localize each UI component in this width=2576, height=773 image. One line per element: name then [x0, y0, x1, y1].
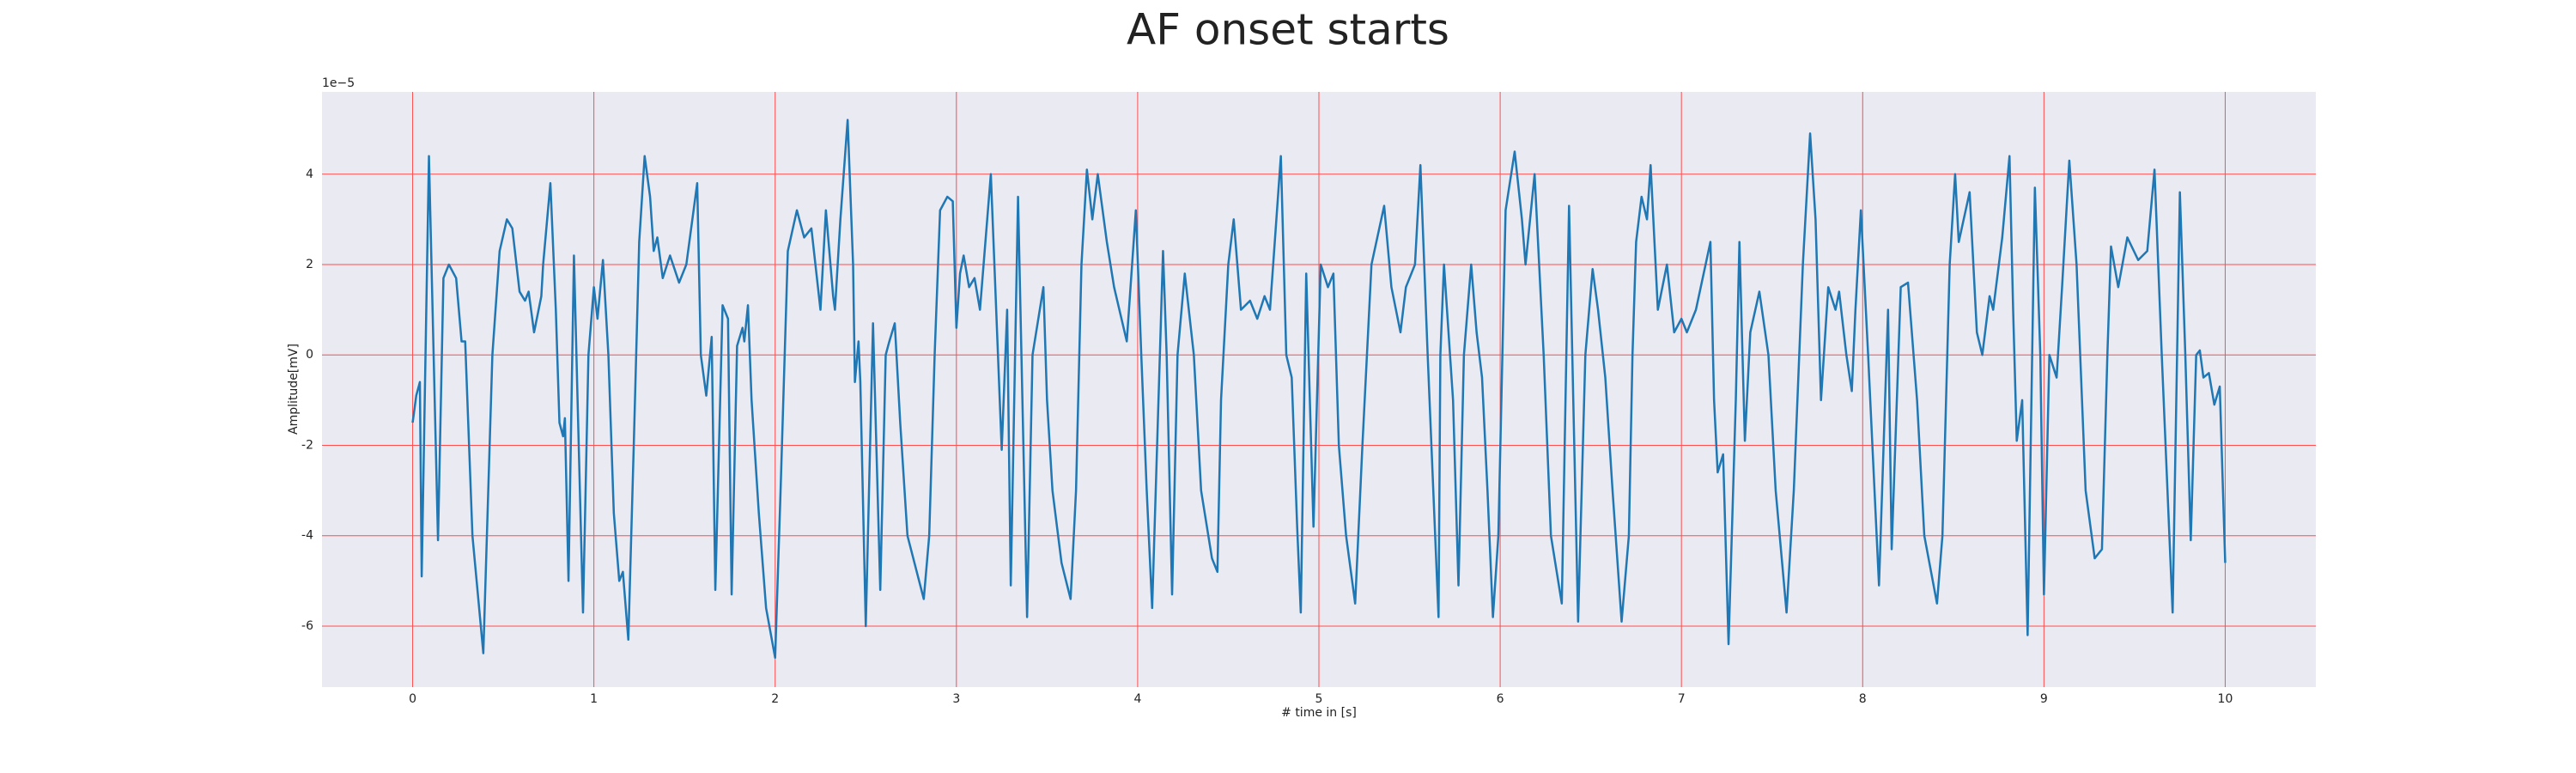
signal-line [411, 119, 2227, 660]
x-tick-label: 10 [2218, 692, 2233, 706]
y-tick-label: 0 [306, 348, 313, 362]
x-tick-label: 2 [771, 692, 779, 706]
x-tick-label: 1 [590, 692, 598, 706]
x-tick-label: 6 [1497, 692, 1504, 706]
y-tick-label: 2 [306, 258, 313, 271]
x-tick-label: 9 [2040, 692, 2048, 706]
x-axis-label: # time in [s] [1281, 706, 1357, 720]
x-tick-label: 7 [1678, 692, 1686, 706]
x-tick-label: 3 [952, 692, 960, 706]
y-tick-label: -2 [301, 438, 313, 452]
y-offset-label: 1e−5 [322, 76, 355, 90]
y-tick-label: 4 [306, 167, 313, 181]
chart-title: AF onset starts [1127, 5, 1449, 55]
x-tick-label: 5 [1315, 692, 1323, 706]
x-tick-label: 8 [1859, 692, 1867, 706]
y-tick-label: -6 [301, 619, 313, 633]
x-tick-label: 4 [1133, 692, 1141, 706]
y-axis-label: Amplitude[mV] [287, 344, 301, 435]
y-tick-label: -4 [301, 529, 313, 543]
x-tick-label: 0 [409, 692, 416, 706]
